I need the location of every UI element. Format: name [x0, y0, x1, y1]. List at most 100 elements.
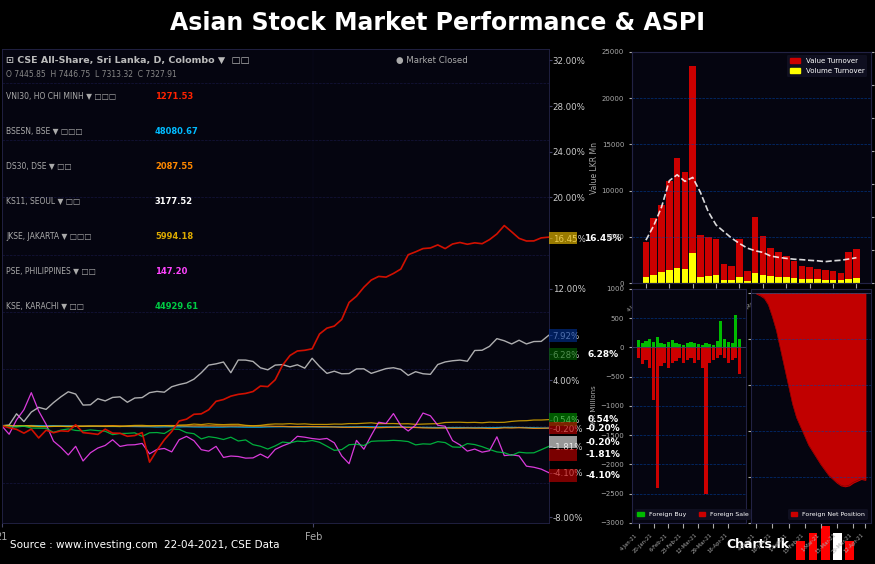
Text: -0.20%: -0.20%	[585, 424, 620, 433]
Bar	[674, 268, 681, 283]
Bar	[704, 347, 708, 494]
Bar	[822, 280, 829, 283]
Bar	[650, 218, 657, 283]
Bar	[783, 277, 789, 283]
Legend: Value Turnover, Volume Turnover: Value Turnover, Volume Turnover	[787, 55, 867, 77]
Bar	[734, 315, 738, 347]
Text: 44929.61: 44929.61	[155, 302, 199, 311]
Text: ● Market Closed: ● Market Closed	[396, 56, 467, 65]
Text: 7.92%: 7.92%	[587, 331, 619, 340]
Bar	[814, 269, 821, 283]
Bar	[791, 261, 797, 283]
Bar	[723, 339, 726, 347]
Text: Charts.lk: Charts.lk	[726, 538, 789, 552]
Text: 6.28%: 6.28%	[587, 350, 619, 359]
Bar	[845, 252, 852, 283]
Bar	[837, 273, 844, 283]
Bar	[675, 347, 677, 361]
Bar	[670, 347, 674, 363]
Bar	[696, 344, 700, 347]
Text: 147.20: 147.20	[155, 267, 187, 276]
Bar	[845, 541, 854, 560]
Bar	[775, 277, 781, 283]
Bar	[716, 347, 718, 358]
Bar	[682, 269, 689, 283]
Bar	[837, 280, 844, 283]
Bar	[738, 347, 741, 373]
Text: VNI30, HO CHI MINH ▼ □□□: VNI30, HO CHI MINH ▼ □□□	[6, 92, 116, 101]
Bar	[637, 347, 640, 358]
Bar	[674, 158, 681, 283]
Bar	[658, 205, 665, 283]
Text: JKSE, JAKARTA ▼ □□□: JKSE, JAKARTA ▼ □□□	[6, 232, 92, 241]
Bar	[655, 347, 659, 488]
Bar	[731, 343, 734, 347]
Text: 3177.52: 3177.52	[155, 197, 193, 206]
Text: -4.10%: -4.10%	[585, 471, 620, 480]
Bar	[845, 279, 852, 283]
Bar	[686, 347, 689, 360]
Bar	[666, 182, 673, 283]
Bar	[767, 248, 774, 283]
Text: 2087.55: 2087.55	[155, 162, 193, 171]
Text: 48080.67: 48080.67	[155, 127, 199, 136]
Bar	[705, 237, 711, 283]
Bar	[713, 239, 719, 283]
Bar	[728, 280, 735, 283]
Bar	[775, 252, 781, 283]
Text: 16.45%: 16.45%	[584, 233, 621, 243]
Bar	[807, 267, 813, 283]
Bar	[690, 253, 696, 283]
Bar	[678, 344, 682, 347]
Bar	[853, 278, 860, 283]
Bar	[682, 347, 685, 363]
Bar	[660, 342, 662, 347]
Text: -1.81%: -1.81%	[585, 451, 620, 460]
Bar	[648, 338, 651, 347]
Bar	[728, 266, 735, 283]
Text: Source : www.investing.com  22-04-2021, CSE Data: Source : www.investing.com 22-04-2021, C…	[10, 540, 280, 550]
Text: DS30, DSE ▼ □□: DS30, DSE ▼ □□	[6, 162, 72, 171]
Bar	[830, 280, 836, 283]
Bar	[736, 239, 743, 283]
Text: ⊡ CSE All-Share, Sri Lanka, D, Colombo ▼  □□: ⊡ CSE All-Share, Sri Lanka, D, Colombo ▼…	[6, 56, 249, 65]
Bar	[713, 275, 719, 283]
Text: BSESN, BSE ▼ □□□: BSESN, BSE ▼ □□□	[6, 127, 83, 136]
Bar	[799, 279, 805, 283]
Bar	[799, 266, 805, 283]
Bar	[719, 347, 723, 355]
Bar	[712, 347, 715, 360]
Bar	[723, 347, 726, 358]
Bar	[721, 264, 727, 283]
Bar	[791, 277, 797, 283]
Bar	[738, 339, 741, 347]
Bar	[640, 347, 644, 364]
Bar	[667, 347, 670, 368]
Bar	[693, 343, 696, 347]
Bar	[708, 347, 711, 363]
Bar	[696, 347, 700, 360]
Bar	[727, 347, 730, 363]
Bar	[693, 347, 696, 363]
Bar	[660, 347, 662, 366]
Bar	[645, 347, 648, 360]
Bar	[727, 342, 730, 347]
Bar	[821, 526, 830, 560]
Bar	[734, 347, 738, 358]
Text: PSE, PHILIPPINES ▼ □□: PSE, PHILIPPINES ▼ □□	[6, 267, 96, 276]
Bar	[701, 345, 704, 347]
Bar	[712, 345, 715, 347]
Y-axis label: LKR Millions: LKR Millions	[592, 385, 598, 427]
Bar	[783, 256, 789, 283]
Bar	[690, 66, 696, 283]
Bar	[830, 271, 836, 283]
Bar	[822, 270, 829, 283]
Bar	[752, 274, 759, 283]
Bar	[650, 275, 657, 283]
Bar	[663, 344, 667, 347]
Bar	[652, 342, 655, 347]
Text: 1271.53: 1271.53	[155, 92, 193, 101]
Bar	[744, 281, 751, 283]
Bar	[814, 279, 821, 283]
Bar	[667, 342, 670, 347]
